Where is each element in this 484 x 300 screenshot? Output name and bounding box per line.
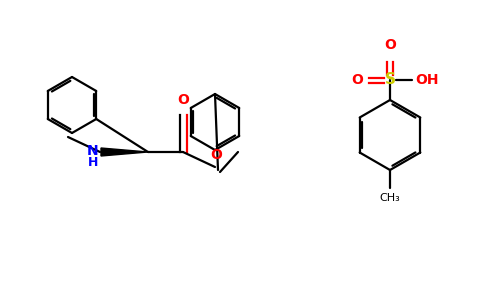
Text: O: O [351,73,363,87]
Text: CH₃: CH₃ [379,193,400,203]
Text: N: N [86,144,98,158]
Text: S: S [384,73,395,88]
Polygon shape [101,148,148,156]
Text: OH: OH [415,73,439,87]
Text: H: H [88,157,98,169]
Text: O: O [384,38,396,52]
Text: O: O [210,148,222,162]
Text: O: O [177,93,189,107]
